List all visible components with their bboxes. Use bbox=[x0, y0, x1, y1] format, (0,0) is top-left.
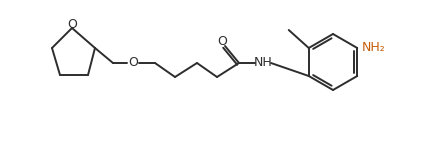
Text: O: O bbox=[216, 36, 226, 48]
Text: O: O bbox=[67, 19, 77, 31]
Text: O: O bbox=[128, 57, 138, 69]
Text: NH₂: NH₂ bbox=[360, 41, 384, 55]
Text: NH: NH bbox=[253, 57, 272, 69]
